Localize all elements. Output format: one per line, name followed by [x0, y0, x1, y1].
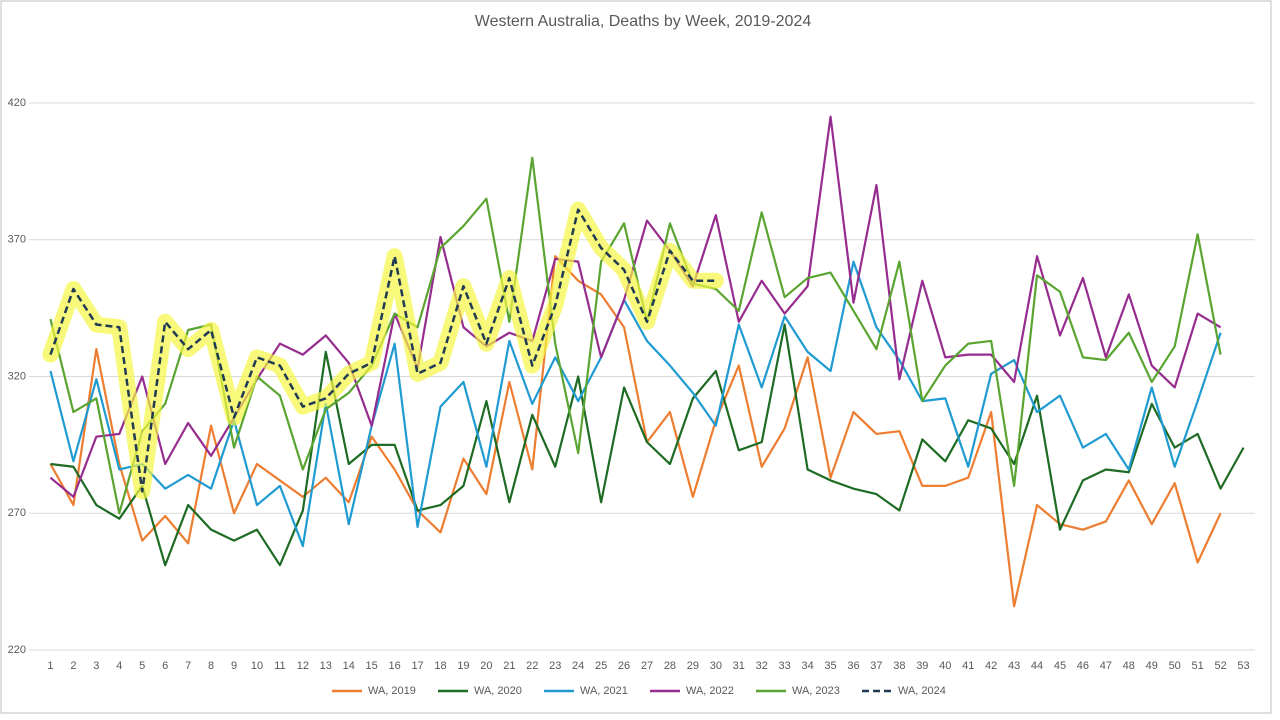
x-tick-label: 5 — [139, 660, 145, 672]
x-tick-label: 49 — [1146, 660, 1158, 672]
legend-label: WA, 2023 — [792, 685, 840, 697]
x-tick-label: 7 — [185, 660, 191, 672]
x-tick-label: 41 — [962, 660, 974, 672]
x-tick-label: 34 — [801, 660, 813, 672]
x-tick-label: 8 — [208, 660, 214, 672]
x-tick-label: 40 — [939, 660, 951, 672]
x-tick-label: 48 — [1123, 660, 1135, 672]
x-tick-label: 53 — [1237, 660, 1249, 672]
x-tick-label: 24 — [572, 660, 584, 672]
x-tick-label: 19 — [457, 660, 469, 672]
legend-label: WA, 2020 — [474, 685, 522, 697]
y-tick-label: 320 — [8, 370, 26, 382]
x-tick-label: 39 — [916, 660, 928, 672]
x-tick-label: 26 — [618, 660, 630, 672]
x-tick-label: 23 — [549, 660, 561, 672]
y-tick-label: 420 — [8, 97, 26, 109]
x-tick-label: 38 — [893, 660, 905, 672]
x-tick-label: 20 — [480, 660, 492, 672]
x-tick-label: 30 — [710, 660, 722, 672]
x-tick-label: 3 — [93, 660, 99, 672]
x-tick-label: 36 — [847, 660, 859, 672]
x-tick-label: 2 — [70, 660, 76, 672]
x-tick-label: 13 — [320, 660, 332, 672]
legend-label: WA, 2019 — [368, 685, 416, 697]
x-tick-label: 31 — [733, 660, 745, 672]
x-tick-label: 6 — [162, 660, 168, 672]
legend-label: WA, 2022 — [686, 685, 734, 697]
x-tick-label: 16 — [388, 660, 400, 672]
x-tick-label: 46 — [1077, 660, 1089, 672]
x-tick-label: 18 — [434, 660, 446, 672]
series-line — [49, 156, 1222, 515]
x-tick-label: 22 — [526, 660, 538, 672]
x-tick-label: 45 — [1054, 660, 1066, 672]
x-tick-label: 35 — [824, 660, 836, 672]
y-tick-label: 220 — [8, 644, 26, 656]
x-tick-label: 37 — [870, 660, 882, 672]
x-tick-label: 52 — [1214, 660, 1226, 672]
x-tick-label: 15 — [366, 660, 378, 672]
x-tick-label: 29 — [687, 660, 699, 672]
x-tick-label: 1 — [47, 660, 53, 672]
x-tick-label: 9 — [231, 660, 237, 672]
x-tick-label: 12 — [297, 660, 309, 672]
x-tick-label: 25 — [595, 660, 607, 672]
x-tick-label: 27 — [641, 660, 653, 672]
x-tick-label: 11 — [274, 660, 285, 672]
x-tick-label: 28 — [664, 660, 676, 672]
x-tick-label: 21 — [503, 660, 515, 672]
x-tick-label: 4 — [116, 660, 122, 672]
series-line — [49, 208, 716, 493]
x-tick-label: 44 — [1031, 660, 1043, 672]
x-tick-label: 47 — [1100, 660, 1112, 672]
x-tick-label: 50 — [1169, 660, 1181, 672]
chart-title: Western Australia, Deaths by Week, 2019-… — [475, 13, 812, 30]
x-tick-label: 51 — [1192, 660, 1204, 672]
x-tick-label: 43 — [1008, 660, 1020, 672]
x-tick-label: 33 — [779, 660, 791, 672]
y-tick-label: 370 — [8, 234, 26, 246]
y-tick-label: 270 — [8, 507, 26, 519]
x-tick-label: 42 — [985, 660, 997, 672]
legend-label: WA, 2024 — [898, 685, 946, 697]
x-tick-label: 32 — [756, 660, 768, 672]
x-tick-label: 14 — [343, 660, 355, 672]
x-tick-label: 17 — [411, 660, 423, 672]
x-tick-label: 10 — [251, 660, 263, 672]
legend-label: WA, 2021 — [580, 685, 628, 697]
series-line — [49, 255, 1222, 608]
series-line — [50, 323, 1245, 567]
